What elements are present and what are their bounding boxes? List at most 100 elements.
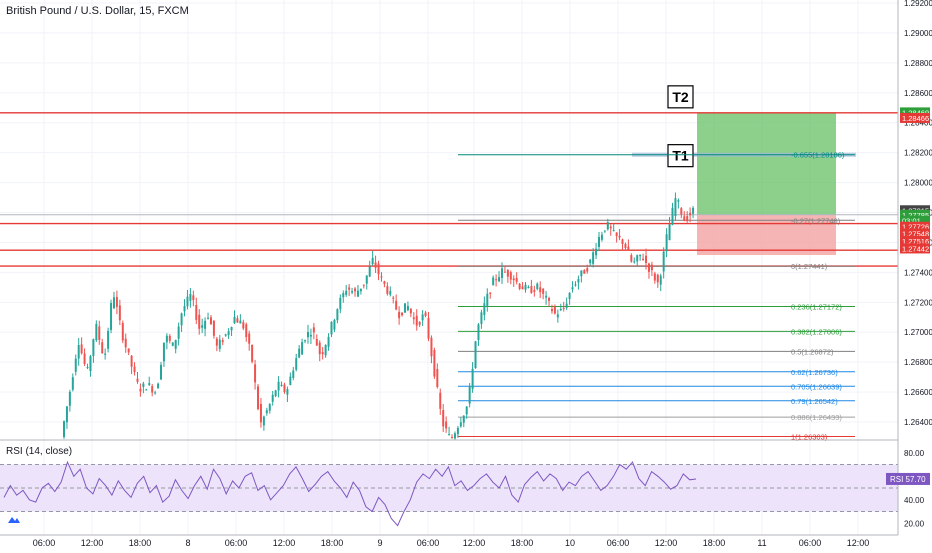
price-tag-label: 1.27548 bbox=[902, 229, 929, 238]
candle-body bbox=[471, 368, 474, 389]
target-box bbox=[667, 85, 694, 109]
candle-body bbox=[595, 248, 598, 256]
candle-body bbox=[110, 302, 113, 330]
rsi-value-label: RSI 57.70 bbox=[890, 475, 926, 484]
candle-body bbox=[506, 270, 509, 277]
candle-body bbox=[348, 287, 351, 290]
candle-body bbox=[295, 358, 298, 370]
candle-body bbox=[465, 406, 468, 415]
candle-body bbox=[645, 255, 648, 263]
candle-body bbox=[262, 416, 265, 426]
candle-body bbox=[356, 290, 359, 297]
candle-body bbox=[207, 317, 210, 319]
candle-body bbox=[286, 389, 289, 395]
candle-body bbox=[689, 212, 692, 216]
candle-body bbox=[592, 252, 595, 264]
candle-body bbox=[259, 403, 262, 423]
candle-body bbox=[336, 309, 339, 321]
candle-body bbox=[124, 338, 127, 348]
candle-body bbox=[154, 392, 157, 394]
candle-body bbox=[242, 322, 245, 329]
price-tag-label: 1.28466 bbox=[902, 114, 929, 123]
price-tag bbox=[900, 107, 930, 118]
candle-body bbox=[118, 305, 121, 321]
candle-body bbox=[377, 263, 380, 275]
candle-body bbox=[477, 324, 480, 341]
target-box bbox=[667, 144, 694, 168]
candle-body bbox=[204, 320, 207, 329]
candle-body bbox=[86, 367, 89, 369]
price-tick-label: 1.26600 bbox=[904, 388, 932, 397]
candle-body bbox=[527, 286, 530, 288]
candle-body bbox=[339, 297, 342, 310]
candle-body bbox=[589, 259, 592, 264]
price-tick-label: 1.29000 bbox=[904, 29, 932, 38]
candle-body bbox=[677, 200, 680, 202]
candle-body bbox=[136, 378, 139, 382]
rsi-tick-label: 20.00 bbox=[904, 519, 925, 528]
candle-body bbox=[621, 239, 624, 245]
candle-body bbox=[583, 270, 586, 274]
candle-body bbox=[345, 290, 348, 295]
candle-body bbox=[418, 322, 421, 325]
candle-body bbox=[398, 311, 401, 319]
candle-body bbox=[474, 341, 477, 368]
candle-body bbox=[189, 293, 192, 301]
candle-body bbox=[289, 376, 292, 385]
candle-body bbox=[274, 390, 277, 397]
candle-body bbox=[209, 317, 212, 325]
candle-body bbox=[653, 273, 656, 281]
candle-body bbox=[395, 300, 398, 310]
candle-body bbox=[374, 262, 377, 268]
candle-body bbox=[659, 275, 662, 285]
candle-body bbox=[292, 370, 295, 378]
candle-body bbox=[401, 312, 404, 316]
candle-body bbox=[186, 296, 189, 307]
candle-body bbox=[168, 335, 171, 341]
candle-body bbox=[692, 207, 695, 214]
candle-body bbox=[492, 277, 495, 286]
candle-body bbox=[145, 389, 148, 391]
candle-body bbox=[324, 345, 327, 356]
candle-body bbox=[462, 415, 465, 423]
candle-body bbox=[221, 340, 224, 343]
candle-body bbox=[406, 305, 409, 311]
candle-body bbox=[542, 288, 545, 294]
candle-body bbox=[483, 303, 486, 316]
price-tag-label: 1.27442 bbox=[902, 244, 929, 253]
candle-body bbox=[430, 337, 433, 357]
candle-body bbox=[277, 381, 280, 391]
candle-body bbox=[95, 323, 98, 341]
price-tag bbox=[900, 112, 930, 123]
candle-body bbox=[365, 275, 368, 284]
candle-body bbox=[112, 297, 115, 309]
candle-body bbox=[668, 224, 671, 241]
x-tick-label: 06:00 bbox=[33, 538, 56, 548]
price-tick-label: 1.28600 bbox=[904, 89, 932, 98]
candle-body bbox=[424, 312, 427, 316]
candle-body bbox=[80, 344, 83, 354]
candle-body bbox=[362, 284, 365, 286]
candle-body bbox=[603, 230, 606, 232]
price-tag bbox=[900, 221, 930, 232]
candle-body bbox=[215, 338, 218, 346]
candle-body bbox=[268, 404, 271, 411]
candle-body bbox=[403, 303, 406, 313]
x-tick-label: 9 bbox=[377, 538, 382, 548]
candle-body bbox=[130, 355, 133, 367]
x-tick-label: 12:00 bbox=[81, 538, 104, 548]
candle-body bbox=[183, 305, 186, 312]
candle-body bbox=[509, 272, 512, 280]
candle-body bbox=[192, 295, 195, 301]
candle-body bbox=[600, 234, 603, 240]
fib-level-label: 0(1.27441) bbox=[791, 262, 828, 271]
candle-body bbox=[227, 331, 230, 336]
price-tag-label: 1.28469 bbox=[902, 108, 929, 117]
candle-body bbox=[639, 254, 642, 257]
x-tick-label: 06:00 bbox=[225, 538, 248, 548]
candle-body bbox=[233, 317, 236, 324]
candle-body bbox=[306, 332, 309, 338]
candle-body bbox=[383, 281, 386, 284]
